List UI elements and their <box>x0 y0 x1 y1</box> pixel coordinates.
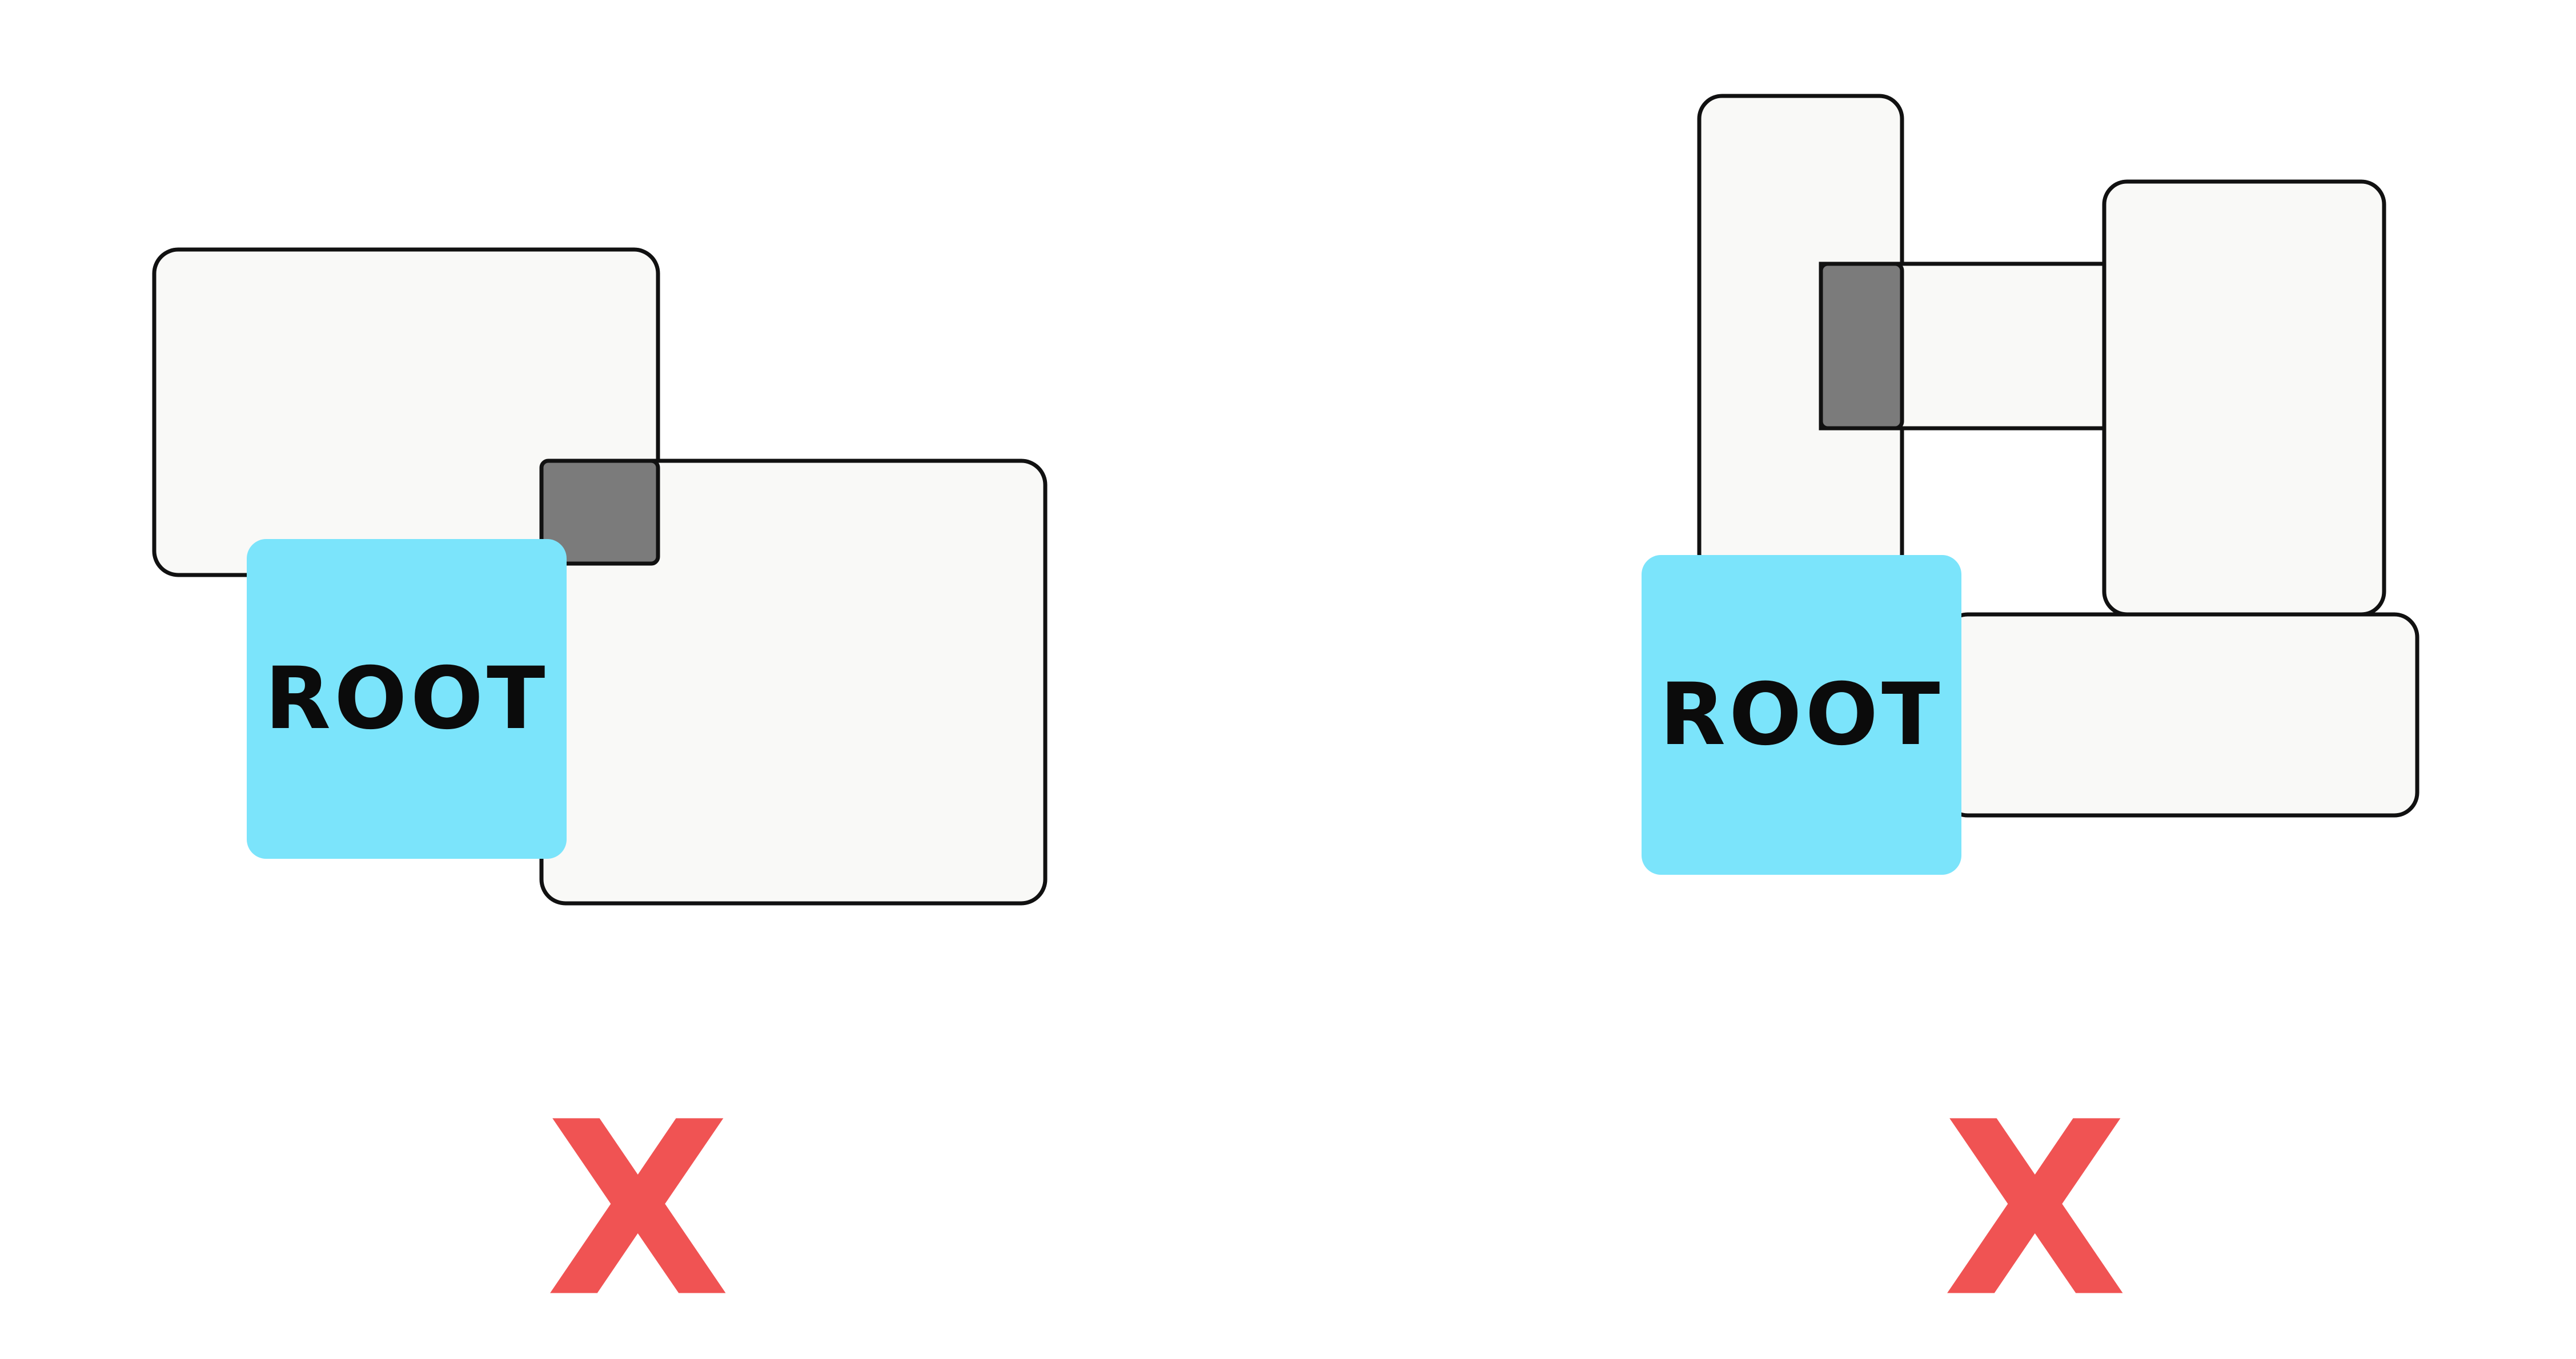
right-verdict-mark: X <box>1943 1071 2128 1350</box>
left-diagram: ROOT X <box>152 247 1048 1350</box>
left-root-node <box>247 539 567 859</box>
right-root-node <box>1642 555 1961 875</box>
left-overlap-region <box>539 459 660 566</box>
right-diagram: ROOT X <box>1642 94 2419 1350</box>
right-overlap-region <box>1819 262 1904 431</box>
right-root-label: ROOT <box>1660 665 1944 765</box>
left-root-label: ROOT <box>265 649 549 749</box>
right-tall-right-panel <box>2102 179 2386 617</box>
right-bottom-panel <box>1943 612 2419 818</box>
left-verdict-mark: X <box>545 1071 731 1350</box>
